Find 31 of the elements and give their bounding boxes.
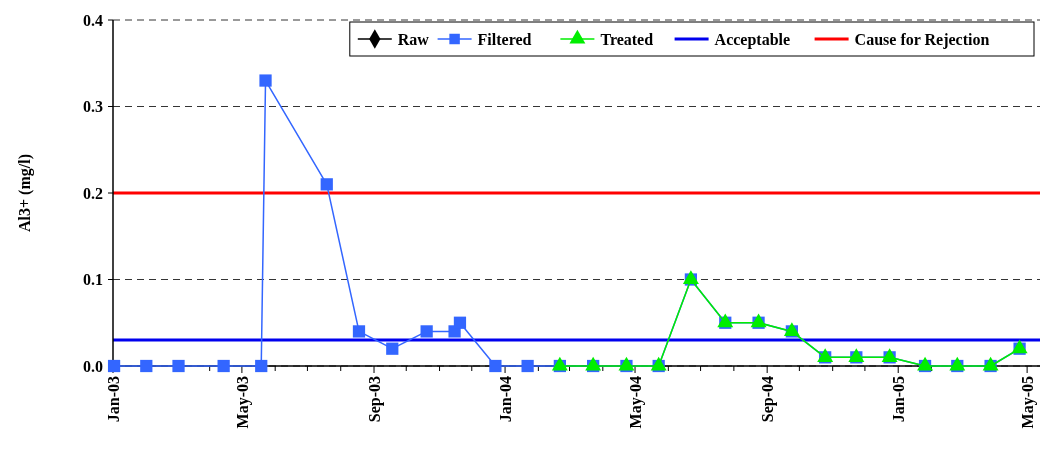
point <box>320 178 333 191</box>
legend-label: Cause for Rejection <box>854 30 990 49</box>
x-tick-label: Jan-05 <box>889 376 907 423</box>
point <box>172 359 185 373</box>
y-tick-label: 0.4 <box>83 11 103 29</box>
x-tick-label: Jan-04 <box>496 376 514 423</box>
point <box>255 359 268 373</box>
y-tick-label: 0.3 <box>83 98 103 116</box>
point <box>453 316 467 329</box>
legend-label: Acceptable <box>714 30 791 49</box>
point <box>420 325 433 338</box>
point <box>140 359 153 373</box>
x-tick-label: May-05 <box>1018 376 1037 429</box>
x-tick-label: May-04 <box>626 376 645 429</box>
x-tick-label: Sep-04 <box>758 376 777 423</box>
legend-label: Filtered <box>477 30 532 48</box>
point <box>352 325 366 338</box>
legend-label: Treated <box>600 30 654 48</box>
y-axis-title: Al3+ (mg/l) <box>15 154 34 232</box>
x-tick-label: Sep-03 <box>365 376 384 423</box>
y-tick-label: 0.2 <box>83 184 103 202</box>
legend-label: Raw <box>397 30 430 48</box>
x-tick-label: May-03 <box>233 376 252 429</box>
y-tick-label: 0.0 <box>83 357 103 375</box>
x-tick-label: Jan-03 <box>104 376 122 423</box>
point <box>521 359 534 373</box>
point <box>489 359 502 373</box>
point <box>259 74 272 87</box>
y-tick-label: 0.1 <box>83 271 103 289</box>
point <box>386 342 399 355</box>
point <box>217 359 230 373</box>
